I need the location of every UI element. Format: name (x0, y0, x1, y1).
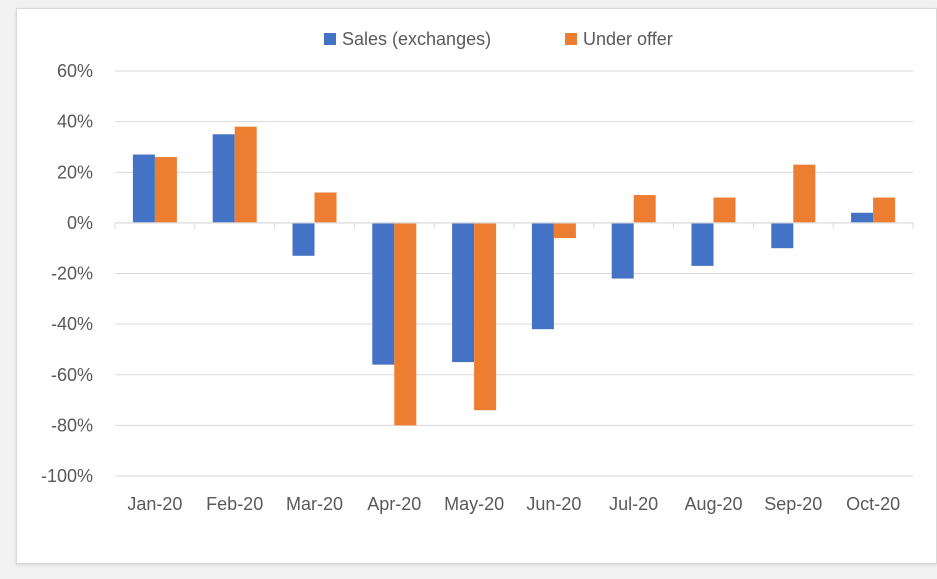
y-tick-label: -80% (51, 415, 93, 435)
legend-swatch (565, 33, 577, 45)
x-tick-label: Feb-20 (206, 494, 263, 514)
x-tick-label: Aug-20 (684, 494, 742, 514)
y-tick-label: 40% (57, 112, 93, 132)
bar-chart: 60% 40% 20% 0% -20% -40% -60% -80% -100% Jan-20 F… (41, 29, 914, 514)
y-tick-label: -100% (41, 466, 93, 486)
bar-under-offer-jan-20 (154, 157, 177, 223)
x-tick-label: May-20 (444, 494, 504, 514)
bar-under-offer-sep-20 (793, 164, 816, 223)
x-tick-label: Mar-20 (286, 494, 343, 514)
chart-frame: 60% 40% 20% 0% -20% -40% -60% -80% -100% Jan-20 F… (16, 8, 937, 564)
bar-under-offer-apr-20 (394, 222, 417, 426)
y-tick-label: -20% (51, 264, 93, 284)
legend-item: Sales (exchanges) (324, 29, 491, 49)
bar-sales-exchanges-feb-20 (212, 134, 235, 223)
legend-item: Under offer (565, 29, 673, 49)
x-tick-label: Sep-20 (764, 494, 822, 514)
bar-sales-exchanges-may-20 (452, 222, 475, 363)
bar-under-offer-feb-20 (234, 126, 257, 223)
legend: Sales (exchanges) Under offer (324, 29, 673, 49)
legend-swatch (324, 33, 336, 45)
bar-under-offer-oct-20 (873, 197, 896, 223)
y-tick-label: -40% (51, 314, 93, 334)
legend-label: Sales (exchanges) (342, 29, 491, 49)
x-axis-tick-labels: Jan-20 Feb-20 Mar-20 Apr-20 May-20 Jun-20 Jul-… (127, 494, 900, 514)
y-axis-tick-labels: 60% 40% 20% 0% -20% -40% -60% -80% -100% (41, 61, 93, 486)
bar-sales-exchanges-jul-20 (611, 222, 634, 279)
y-tick-label: 60% (57, 61, 93, 81)
x-tick-label: Jun-20 (526, 494, 581, 514)
bar-under-offer-mar-20 (314, 192, 337, 223)
bar-sales-exchanges-mar-20 (292, 222, 315, 256)
bar-sales-exchanges-aug-20 (691, 222, 714, 266)
bar-under-offer-jul-20 (633, 195, 656, 223)
x-tick-label: Jul-20 (609, 494, 658, 514)
bar-sales-exchanges-sep-20 (771, 222, 794, 249)
x-axis (114, 222, 914, 229)
bar-under-offer-jun-20 (553, 222, 576, 239)
y-tick-label: -60% (51, 365, 93, 385)
bars (132, 126, 896, 426)
bar-under-offer-aug-20 (713, 197, 736, 223)
bar-sales-exchanges-oct-20 (851, 212, 874, 223)
x-tick-label: Apr-20 (367, 494, 421, 514)
y-tick-label: 0% (67, 213, 93, 233)
bar-sales-exchanges-jan-20 (132, 154, 155, 223)
bar-sales-exchanges-apr-20 (372, 222, 395, 365)
legend-label: Under offer (583, 29, 673, 49)
bar-under-offer-may-20 (474, 222, 497, 411)
x-tick-label: Oct-20 (846, 494, 900, 514)
bar-sales-exchanges-jun-20 (531, 222, 554, 330)
y-tick-label: 20% (57, 162, 93, 182)
x-tick-label: Jan-20 (127, 494, 182, 514)
